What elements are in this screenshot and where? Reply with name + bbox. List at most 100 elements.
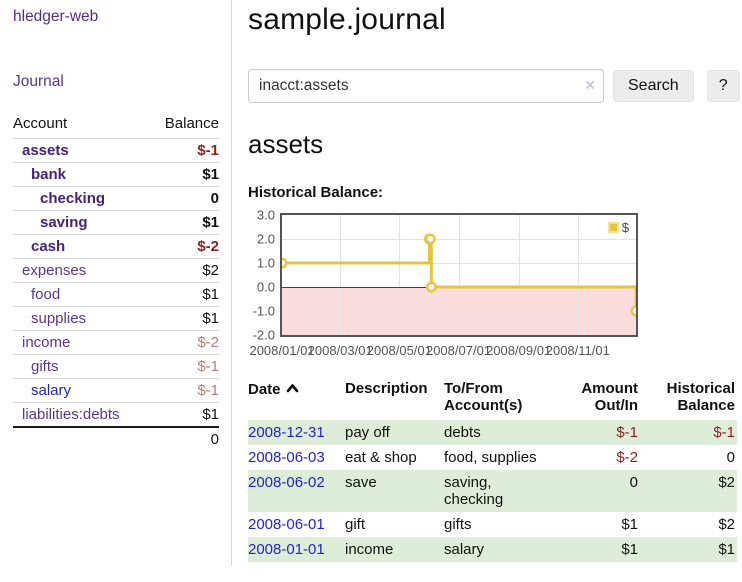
sort-ascending-icon	[286, 380, 299, 397]
chart-gridline-horizontal	[282, 239, 636, 240]
transaction-date-link[interactable]: 2008-01-01	[248, 541, 325, 558]
account-balance: $-1	[197, 358, 219, 375]
account-row: liabilities:debts $1	[13, 402, 219, 426]
sidebar-item-journal[interactable]: Journal	[13, 73, 64, 90]
register-header-date[interactable]: Date	[248, 376, 345, 420]
search-form: × Search ?	[248, 69, 742, 103]
register-row: 2008-06-02 save saving, checking 0 $2	[248, 470, 737, 512]
search-input[interactable]	[248, 69, 604, 103]
account-row: supplies $1	[13, 306, 219, 330]
register-table: Date Description To/From Account(s) Amou…	[248, 376, 737, 562]
historical-balance-chart: 3.0 2.0 1.0 0.0 -1.0 -2.0 $ 2008/01/01 2008/03…	[248, 207, 648, 363]
account-balance: $1	[202, 310, 219, 327]
register-row: 2008-01-01 income salary $1 $1	[248, 537, 737, 562]
account-link[interactable]: income	[22, 334, 71, 351]
search-box: ×	[248, 69, 604, 103]
account-row: saving $1	[13, 210, 219, 234]
register-cell-accounts: gifts	[444, 516, 472, 533]
account-row: cash $-2	[13, 234, 219, 258]
transaction-date-link[interactable]: 2008-06-03	[248, 449, 325, 466]
register-row: 2008-06-03 eat & shop food, supplies $-2 0	[248, 445, 737, 470]
account-link[interactable]: assets	[22, 142, 69, 159]
legend-swatch	[607, 222, 619, 233]
account-heading: assets	[248, 129, 324, 159]
register-cell-date: 2008-06-02	[248, 470, 345, 512]
account-link[interactable]: expenses	[22, 262, 87, 279]
account-link[interactable]: checking	[40, 190, 106, 207]
register-cell-accounts: food, supplies	[444, 449, 537, 466]
account-link[interactable]: food	[31, 286, 61, 303]
accounts-total-value: 0	[210, 431, 219, 448]
account-link[interactable]: saving	[40, 214, 88, 231]
chart-gridline-vertical	[518, 215, 520, 335]
register-cell-accounts: saving, checking	[444, 474, 504, 508]
register-cell-amount: 0	[629, 474, 638, 491]
chart-gridline-horizontal	[282, 263, 636, 264]
data-point[interactable]	[282, 257, 288, 269]
account-balance: $1	[202, 406, 219, 423]
account-row: salary $-1	[13, 378, 219, 402]
series-line	[282, 237, 636, 311]
y-tick-label: 1.0	[256, 255, 275, 271]
register-header-description: Description	[345, 380, 428, 397]
account-balance: $1	[202, 214, 219, 231]
balance-column-header: Balance	[164, 115, 219, 132]
clear-search-icon[interactable]: ×	[585, 75, 595, 95]
register-cell-amount: $-2	[616, 449, 638, 466]
transaction-date-link[interactable]: 2008-06-01	[248, 516, 325, 533]
sidebar-nav: Journal	[13, 73, 218, 91]
register-cell-description: pay off	[345, 424, 390, 441]
data-point[interactable]	[425, 281, 437, 293]
account-row: bank $1	[13, 162, 219, 186]
register-row: 2008-06-01 gift gifts $1 $2	[248, 512, 737, 537]
account-balance: $-2	[197, 238, 219, 255]
account-link[interactable]: supplies	[31, 310, 87, 327]
y-tick-label: 2.0	[256, 231, 275, 247]
register-header-balance: Historical Balance	[666, 380, 735, 414]
chart-gridline-vertical	[577, 215, 579, 335]
accounts-total-row: 0	[13, 426, 219, 451]
account-link[interactable]: bank	[31, 166, 67, 183]
x-tick-label: 2008/11/01	[545, 343, 610, 358]
account-balance: $1	[202, 286, 219, 303]
account-balance: $-1	[197, 382, 219, 399]
chart-gridline-vertical	[340, 215, 342, 335]
account-row: checking 0	[13, 186, 219, 210]
account-link[interactable]: cash	[31, 238, 66, 255]
chart-plot-area[interactable]: $	[280, 213, 638, 337]
brand-link[interactable]: hledger-web	[13, 8, 99, 25]
account-balance: $1	[202, 166, 219, 183]
register-cell-balance: $-1	[713, 424, 735, 441]
account-link[interactable]: salary	[31, 382, 72, 399]
date-header-label: Date	[248, 381, 281, 398]
account-balance: $2	[202, 262, 219, 279]
register-cell-date: 2008-01-01	[248, 537, 345, 562]
register-cell-balance: $2	[718, 474, 735, 491]
data-point[interactable]	[630, 305, 636, 317]
account-row: assets $-1	[13, 138, 219, 162]
y-tick-label: 3.0	[256, 207, 275, 223]
register-cell-accounts: debts	[444, 424, 481, 441]
register-cell-description: gift	[345, 516, 366, 533]
register-header-row: Date Description To/From Account(s) Amou…	[248, 376, 737, 420]
register-header-amount: Amount Out/In	[581, 380, 638, 414]
legend-label: $	[621, 220, 629, 235]
account-row: food $1	[13, 282, 219, 306]
page: hledger-web Journal Account Balance asse…	[13, 0, 742, 566]
account-link[interactable]: gifts	[31, 358, 59, 375]
chart-gridline-horizontal	[282, 311, 636, 312]
transaction-date-link[interactable]: 2008-12-31	[248, 424, 325, 441]
account-column-header: Account	[13, 115, 68, 132]
y-tick-label: 0.0	[256, 279, 275, 295]
x-tick-label: 2008/03/01	[307, 343, 373, 358]
x-tick-label: 2008/07/01	[425, 343, 492, 358]
search-help-button[interactable]: ?	[706, 70, 740, 102]
register-cell-balance: 0	[726, 449, 735, 466]
data-point[interactable]	[424, 233, 436, 245]
register-header-accounts: To/From Account(s)	[444, 380, 523, 414]
account-link[interactable]: liabilities:debts	[22, 406, 120, 423]
transaction-date-link[interactable]: 2008-06-02	[248, 474, 325, 491]
chart-title: Historical Balance:	[248, 184, 384, 201]
search-button[interactable]: Search	[613, 70, 694, 102]
register-cell-balance: $2	[718, 516, 735, 533]
